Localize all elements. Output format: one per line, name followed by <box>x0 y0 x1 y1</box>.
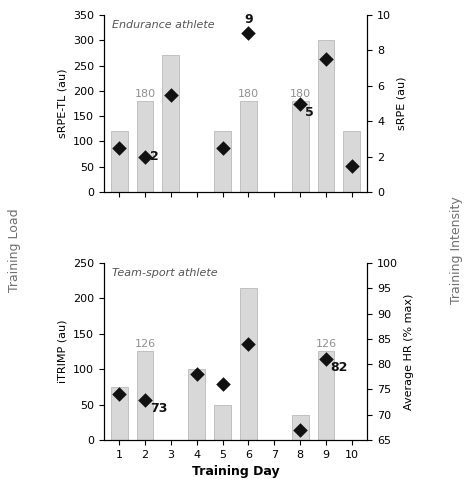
Bar <box>317 40 334 192</box>
Text: 126: 126 <box>134 338 155 348</box>
Bar <box>188 369 205 440</box>
Y-axis label: sRPE (au): sRPE (au) <box>397 77 406 130</box>
Y-axis label: sRPE-TL (au): sRPE-TL (au) <box>57 69 67 138</box>
Point <box>193 370 201 378</box>
Point <box>244 28 252 36</box>
Bar <box>343 132 360 192</box>
Bar <box>137 101 154 192</box>
Point <box>219 144 227 152</box>
Point <box>322 355 330 363</box>
Bar <box>317 351 334 440</box>
Text: Training Intensity: Training Intensity <box>450 196 463 304</box>
Text: 5: 5 <box>305 106 314 118</box>
Text: 126: 126 <box>316 338 337 348</box>
Bar <box>214 132 231 192</box>
Point <box>322 56 330 64</box>
Point <box>167 90 175 98</box>
Bar <box>214 404 231 440</box>
Text: 73: 73 <box>150 402 167 414</box>
Bar <box>162 56 179 192</box>
Point <box>348 162 356 170</box>
Text: Endurance athlete: Endurance athlete <box>112 20 214 30</box>
Point <box>296 426 304 434</box>
Bar <box>292 101 309 192</box>
Bar <box>137 351 154 440</box>
Text: 2: 2 <box>150 150 158 163</box>
Point <box>141 396 149 404</box>
Point <box>115 390 123 398</box>
Point <box>141 152 149 160</box>
Text: 180: 180 <box>134 89 155 99</box>
Point <box>244 340 252 348</box>
Bar <box>111 387 128 440</box>
X-axis label: Training Day: Training Day <box>192 466 279 478</box>
Y-axis label: Average HR (% max): Average HR (% max) <box>404 294 414 410</box>
Text: 180: 180 <box>290 89 311 99</box>
Bar <box>111 132 128 192</box>
Text: 82: 82 <box>331 361 348 374</box>
Point <box>296 100 304 108</box>
Text: Team-sport athlete: Team-sport athlete <box>112 268 217 278</box>
Point <box>115 144 123 152</box>
Bar <box>292 415 309 440</box>
Text: Training Load: Training Load <box>8 208 21 292</box>
Y-axis label: iTRIMP (au): iTRIMP (au) <box>57 320 67 383</box>
Text: 9: 9 <box>244 12 253 26</box>
Point <box>219 380 227 388</box>
Text: 180: 180 <box>238 89 259 99</box>
Bar <box>240 288 257 440</box>
Bar <box>240 101 257 192</box>
